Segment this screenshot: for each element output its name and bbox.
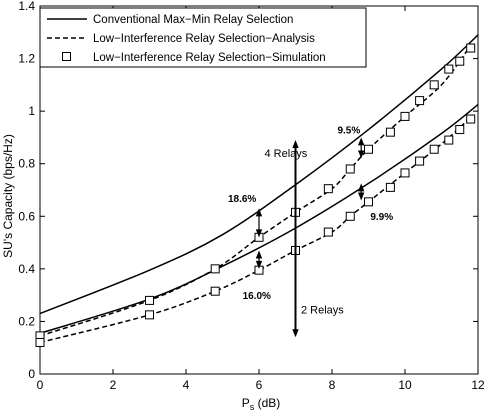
x-axis-label-unit: (dB) [254,396,280,410]
x-axis-label-subscript: s [250,402,255,412]
series-2-marker-2-relays [466,114,476,124]
series-2-marker-4-relays [400,111,410,121]
series-2-marker-4-relays [145,295,154,305]
annotation-label: 4 Relays [264,148,307,160]
series-0-line-4-relays [39,34,479,315]
double-arrow-head-bottom [255,260,263,269]
series-2-marker-4-relays [429,80,439,90]
series-2-marker-4-relays [466,43,476,53]
y-tick-label: 0.2 [18,314,35,328]
legend-box [39,7,367,68]
y-tick-label: 0.4 [18,262,35,276]
double-arrow-head-top [255,250,263,259]
y-tick-label: 0.6 [18,209,35,223]
x-tick-label: 0 [37,378,44,392]
x-axis-label: Ps (dB) [242,396,281,412]
x-tick-label: 12 [471,378,485,392]
double-arrow-head-top [255,208,263,217]
series-2-marker-2-relays [455,125,465,135]
y-tick-label: 0.8 [18,157,35,171]
series-1-line-4-relays [39,47,470,337]
series-2-marker-2-relays [400,168,410,178]
annotation-label: 2 Relays [301,305,344,317]
series-2-marker-2-relays [210,286,220,296]
series-2-marker-4-relays [415,96,425,106]
series-2-marker-2-relays [345,211,355,221]
series-2-marker-4-relays [210,264,220,274]
series-2-marker-4-relays [385,127,395,137]
legend: Conventional Max−Min Relay Selection Low… [39,7,367,68]
double-arrow-head-bottom [292,329,299,338]
x-tick-label: 10 [398,378,412,392]
series-2-marker-2-relays [323,227,333,237]
x-tick-label: 2 [110,378,117,392]
y-tick-label: 0 [28,367,35,381]
double-arrow-head-bottom [255,229,263,238]
legend-entry-simulation: Low−Interference Relay Selection−Simulat… [93,52,326,64]
series-2-marker-4-relays [364,144,373,154]
legend-marker-square [62,52,71,61]
double-arrow-head-bottom [358,150,365,159]
series-2-marker-4-relays [323,184,333,194]
series-2-marker-2-relays [385,182,395,192]
y-tick-label: 1.2 [18,52,35,66]
annotation-percent: 16.0% [243,291,271,302]
legend-entry-conventional: Conventional Max−Min Relay Selection [93,14,293,26]
series-2-marker-4-relays [444,64,454,74]
legend-entry-analysis: Low−Interference Relay Selection−Analysi… [93,33,315,45]
series-2-marker-2-relays [444,135,454,145]
y-tick-label: 1 [28,104,35,118]
double-arrow-head-bottom [358,192,365,201]
double-arrow-head-top [358,137,365,146]
series-2-marker-2-relays [429,144,439,154]
series-2-marker-2-relays [415,156,425,166]
y-axis-label: SU's Capacity (bps/Hz) [1,134,15,258]
series-2-marker-2-relays [145,310,154,320]
series-1-line-2-relays [39,118,470,344]
y-tick-label: 1.4 [18,0,35,13]
series-2-marker-4-relays [345,164,355,174]
double-arrow-head-top [292,140,299,149]
x-tick-label: 8 [329,378,336,392]
annotation-percent: 9.9% [370,212,393,223]
annotation-percent: 9.5% [337,125,360,136]
series-2-marker-2-relays [35,337,45,347]
x-tick-label: 6 [256,378,263,392]
double-arrow-head-top [358,183,365,192]
annotation-percent: 18.6% [228,194,256,205]
series-2-marker-4-relays [455,56,465,66]
x-tick-label: 4 [183,378,190,392]
series-2-marker-2-relays [364,197,373,207]
